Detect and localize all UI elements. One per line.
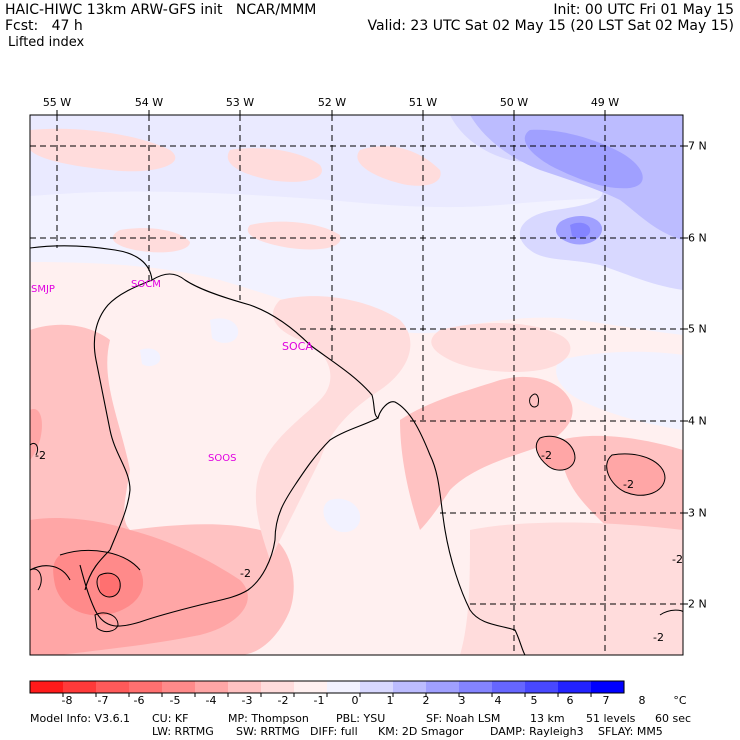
map-frame <box>29 114 684 656</box>
station-socm: SOCM <box>131 279 161 290</box>
colorbar-tick-label: -1 <box>313 694 325 707</box>
colorbar-swatch <box>525 681 559 693</box>
colorbar-swatch <box>459 681 493 693</box>
lon-label-53w: 53 W <box>225 96 255 109</box>
contour-label: -2 <box>35 449 46 462</box>
colorbar-tick-label: 4 <box>494 694 502 707</box>
station-soos: SOOS <box>208 453 237 464</box>
colorbar-swatch <box>492 681 526 693</box>
contour-label: -2 <box>672 553 683 566</box>
colorbar-swatch <box>426 681 460 693</box>
forecast-hour: Fcst: 47 h <box>5 18 83 34</box>
colorbar-swatch <box>558 681 592 693</box>
colorbar-tick-label: 0 <box>351 694 359 707</box>
model-title: HAIC-HIWC 13km ARW-GFS init NCAR/MMM <box>5 2 317 18</box>
colorbar-tick-label: 8 <box>638 694 646 707</box>
footer-model-info: Model Info: V3.6.1 <box>30 712 131 725</box>
valid-time: Valid: 23 UTC Sat 02 May 15 (20 LST Sat … <box>367 18 734 34</box>
contour-label: -2 <box>653 631 664 644</box>
colorbar-tick-label: -5 <box>169 694 181 707</box>
lat-label-3n: 3 N <box>688 506 707 520</box>
colorbar-swatch <box>360 681 394 693</box>
lon-label-52w: 52 W <box>317 96 347 109</box>
footer-mp: MP: Thompson <box>228 712 309 725</box>
colorbar-tick-label: 3 <box>458 694 466 707</box>
station-smjp: SMJP <box>31 284 55 295</box>
contour-label: -2 <box>541 449 552 462</box>
colorbar-swatch <box>261 681 295 693</box>
lon-label-49w: 49 W <box>590 96 620 109</box>
footer-resolution: 13 km <box>530 712 565 725</box>
colorbar-tick-label: 2 <box>422 694 430 707</box>
colorbar-swatch <box>393 681 427 693</box>
colorbar-tick-label: -3 <box>241 694 253 707</box>
footer-pbl: PBL: YSU <box>336 712 386 725</box>
colorbar-swatch <box>195 681 229 693</box>
lat-label-2n: 2 N <box>688 597 707 611</box>
latlon-grid <box>30 115 683 655</box>
colorbar-unit: °C <box>673 694 687 707</box>
lat-label-7n: 7 N <box>688 139 707 153</box>
colorbar <box>29 680 625 697</box>
footer-cu: CU: KF <box>152 712 189 725</box>
colorbar-tick-label: 5 <box>530 694 538 707</box>
footer-diff: DIFF: full <box>310 725 358 738</box>
footer-levels: 51 levels <box>586 712 636 725</box>
lon-label-51w: 51 W <box>408 96 438 109</box>
colorbar-tick-label: 1 <box>386 694 394 707</box>
colorbar-swatch <box>228 681 262 693</box>
field-name: Lifted index <box>8 35 85 50</box>
colorbar-swatch <box>162 681 196 693</box>
init-time: Init: 00 UTC Fri 01 May 15 <box>553 2 734 18</box>
contour-label: -2 <box>623 478 634 491</box>
station-soca: SOCA <box>282 340 313 353</box>
colorbar-swatch <box>96 681 130 693</box>
footer-sw: SW: RRTMG <box>236 725 300 738</box>
colorbar-swatch <box>129 681 163 693</box>
footer-damp: DAMP: Rayleigh3 <box>490 725 584 738</box>
colorbar-swatch <box>63 681 97 693</box>
footer-sflay: SFLAY: MM5 <box>598 725 663 738</box>
lon-label-50w: 50 W <box>499 96 529 109</box>
footer-lw: LW: RRTMG <box>152 725 214 738</box>
lon-label-54w: 54 W <box>134 96 164 109</box>
lat-label-5n: 5 N <box>688 322 707 336</box>
colorbar-swatch <box>591 681 625 693</box>
colorbar-tick-label: 6 <box>566 694 574 707</box>
footer-km: KM: 2D Smagor <box>378 725 464 738</box>
contour-label: -2 <box>240 567 251 580</box>
axis-ticks <box>56 110 688 605</box>
coastline <box>30 245 526 655</box>
lat-label-4n: 4 N <box>688 414 707 428</box>
lon-label-55w: 55 W <box>42 96 72 109</box>
colorbar-tick-label: -7 <box>97 694 109 707</box>
colorbar-swatch <box>30 681 64 693</box>
colorbar-tick-label: -2 <box>277 694 289 707</box>
lat-label-6n: 6 N <box>688 231 707 245</box>
footer-timestep: 60 sec <box>655 712 692 725</box>
colorbar-swatch <box>327 681 361 693</box>
footer-sf: SF: Noah LSM <box>426 712 501 725</box>
colorbar-tick-label: 7 <box>602 694 610 707</box>
shaded-field <box>30 115 683 655</box>
colorbar-swatch <box>294 681 328 693</box>
colorbar-tick-label: -4 <box>205 694 217 707</box>
colorbar-tick-label: -8 <box>61 694 73 707</box>
colorbar-tick-label: -6 <box>133 694 145 707</box>
